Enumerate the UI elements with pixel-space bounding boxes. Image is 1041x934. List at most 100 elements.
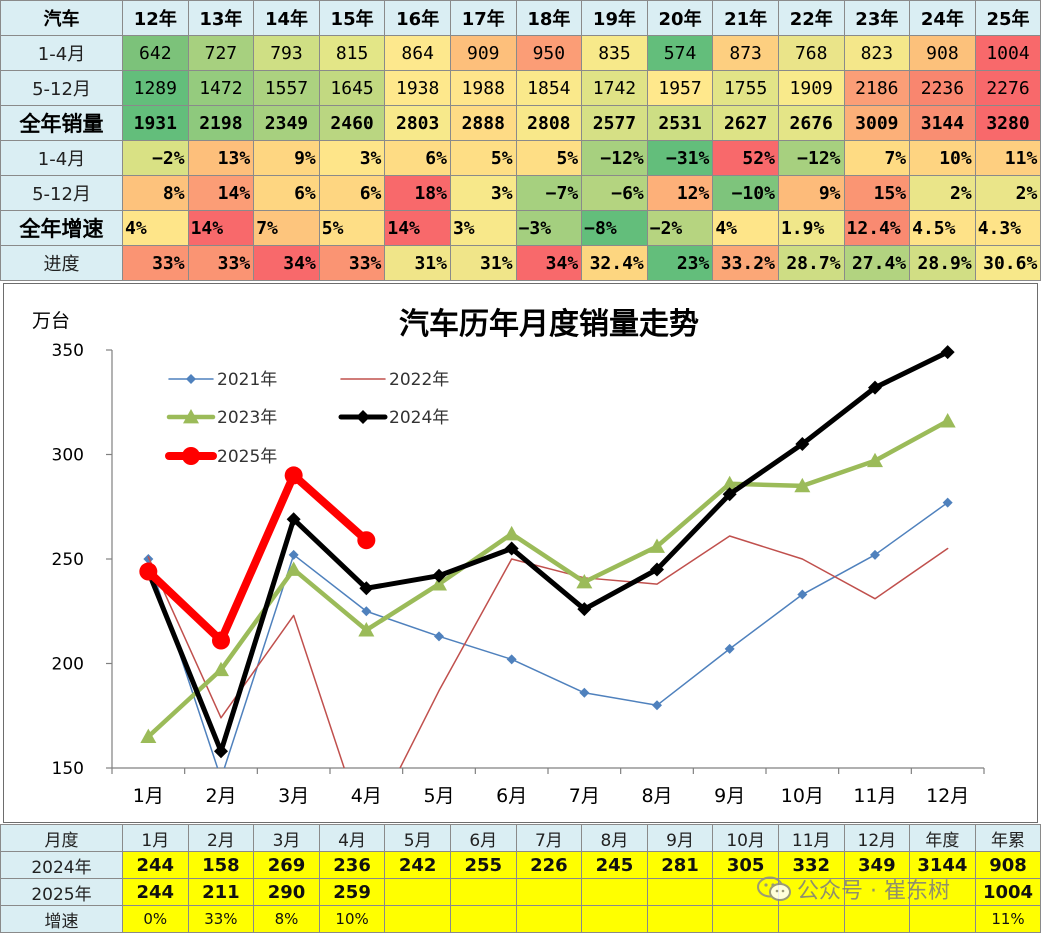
data-cell: 835 xyxy=(581,35,648,71)
data-point xyxy=(361,606,372,617)
data-cell xyxy=(384,878,451,906)
month-header-cell: 年度 xyxy=(909,824,976,852)
year-header-cell: 16年 xyxy=(384,0,451,36)
data-cell: 28.7% xyxy=(777,245,845,281)
data-point xyxy=(186,374,196,384)
row-label: 全年增速 xyxy=(0,210,123,246)
data-point xyxy=(870,549,880,560)
data-point xyxy=(504,541,519,556)
data-cell: 12.4% xyxy=(843,210,911,246)
row-label: 5-12月 xyxy=(0,175,123,211)
data-cell: 236 xyxy=(318,851,386,879)
series-lines xyxy=(139,345,956,768)
data-cell xyxy=(449,878,517,906)
x-tick-label: 1月 xyxy=(133,785,164,807)
data-cell: 2% xyxy=(909,175,976,211)
legend-label: 2022年 xyxy=(389,370,449,390)
data-cell: 34% xyxy=(253,245,320,281)
month-header-cell: 4月 xyxy=(318,824,386,852)
x-tick-label: 5月 xyxy=(423,785,454,807)
data-cell: 950 xyxy=(515,35,583,71)
data-cell xyxy=(712,878,779,906)
data-cell: 2276 xyxy=(974,70,1041,106)
legend-item: 2023年 xyxy=(166,408,277,428)
data-cell xyxy=(384,905,451,933)
legend: 2021年 2022年 2023年 2024年 2025年 xyxy=(165,370,449,467)
summary-row: 1-4月 −2% 13% 9% 3% 6% 5% 5% −12% −31% 52% −12% 7% 10%… xyxy=(0,140,1041,176)
data-cell xyxy=(646,878,714,906)
axes: 150 200 250 300 350 1月 2月 3月 4月 5月 6月 7月 8月 9月 10月 11月 1… xyxy=(52,341,985,807)
data-cell: −6% xyxy=(581,175,648,211)
data-cell: 2627 xyxy=(712,105,779,141)
year-header-cell: 18年 xyxy=(515,0,583,36)
data-cell: −2% xyxy=(646,210,714,246)
year-header-cell: 25年 xyxy=(974,0,1041,36)
y-tick-label: 150 xyxy=(52,759,84,779)
data-cell: 8% xyxy=(122,175,189,211)
annual-summary-table: 汽车 12年 13年 14年 15年 16年 17年 18年 19年 20年 21年 22年 23年 24… xyxy=(0,0,1041,281)
data-cell: 255 xyxy=(449,851,517,879)
series-line xyxy=(147,535,949,768)
data-point xyxy=(143,554,154,564)
data-cell: 2186 xyxy=(843,70,911,106)
data-cell: 1931 xyxy=(122,105,189,141)
data-cell xyxy=(646,905,714,933)
data-point xyxy=(724,643,735,654)
row-label: 5-12月 xyxy=(0,70,123,106)
month-header-cell: 年累 xyxy=(974,824,1041,852)
legend-label: 2025年 xyxy=(217,447,277,467)
data-cell: 1755 xyxy=(712,70,779,106)
data-point xyxy=(867,452,883,468)
data-cell: 793 xyxy=(253,35,320,71)
row-label: 全年销量 xyxy=(0,105,123,141)
data-cell: 226 xyxy=(515,851,583,879)
data-point xyxy=(183,409,199,424)
year-header-cell: 12年 xyxy=(122,0,189,36)
data-cell: −2% xyxy=(122,140,189,176)
data-cell: 823 xyxy=(843,35,911,71)
data-cell xyxy=(515,878,583,906)
data-point xyxy=(794,477,811,493)
data-point xyxy=(285,561,302,576)
series-2 xyxy=(147,535,949,768)
data-cell: 9% xyxy=(777,175,845,211)
month-header-cell: 11月 xyxy=(777,824,845,852)
data-point xyxy=(652,700,662,711)
x-tick-label: 4月 xyxy=(351,785,382,807)
data-cell: 52% xyxy=(712,140,779,176)
data-point xyxy=(939,413,956,428)
data-cell: 1909 xyxy=(777,70,845,106)
data-cell: 4% xyxy=(712,210,779,246)
data-cell xyxy=(777,878,845,906)
data-cell: 10% xyxy=(318,905,386,933)
data-point xyxy=(432,568,446,583)
data-point xyxy=(431,576,447,591)
data-point xyxy=(649,538,665,553)
summary-row: 1-4月 642 727 793 815 864 909 950 835 574 873 768 823… xyxy=(0,35,1041,71)
summary-row: 5-12月 1289 1472 1557 1645 1938 1988 1854 1742 195… xyxy=(0,70,1041,106)
data-cell: 0% xyxy=(122,905,189,933)
data-cell: −31% xyxy=(646,140,714,176)
series-line xyxy=(144,471,371,645)
data-cell: −7% xyxy=(515,175,583,211)
data-cell: 642 xyxy=(122,35,189,71)
data-point xyxy=(942,497,953,508)
data-point xyxy=(940,345,955,360)
data-cell: 5% xyxy=(318,210,386,246)
y-tick-label: 200 xyxy=(52,655,84,675)
y-tick-label: 250 xyxy=(52,550,84,570)
data-cell: 815 xyxy=(318,35,386,71)
row-label: 增速 xyxy=(0,905,123,933)
series-1 xyxy=(143,497,953,768)
data-cell: 332 xyxy=(777,851,845,879)
x-tick-label: 9月 xyxy=(714,785,745,807)
year-header-cell: 20年 xyxy=(646,0,714,36)
row-label: 1-4月 xyxy=(0,140,123,176)
corner-cell: 汽车 xyxy=(0,0,123,36)
summary-row: 进度 33% 33% 34% 33% 31% 31% 34% 32.4% 23% 33.2% 28.7… xyxy=(0,245,1041,281)
data-cell: 269 xyxy=(253,851,320,879)
year-header-cell: 15年 xyxy=(318,0,386,36)
data-cell: 5% xyxy=(449,140,517,176)
monthly-compare-table: 月度 1月 2月 3月 4月 5月 6月 7月 8月 9月 10月 11月 12月 年度 年累 2024年 24… xyxy=(0,824,1041,933)
data-cell: 908 xyxy=(909,35,976,71)
